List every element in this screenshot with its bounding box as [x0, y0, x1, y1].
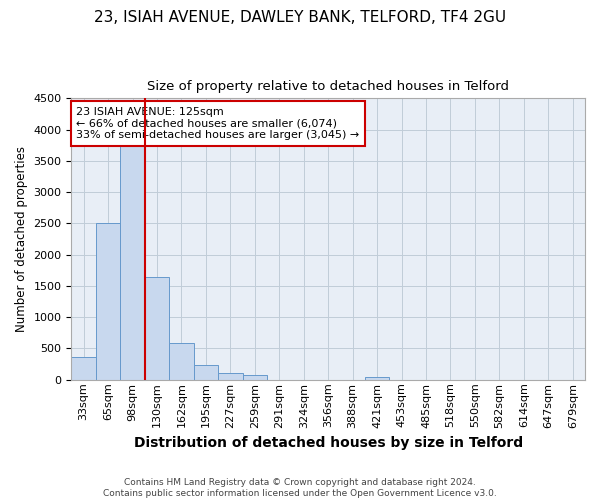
X-axis label: Distribution of detached houses by size in Telford: Distribution of detached houses by size … [134, 436, 523, 450]
Bar [121, 145, 145, 380]
Bar [218, 373, 242, 380]
Bar [242, 376, 267, 380]
Text: 23 ISIAH AVENUE: 125sqm
← 66% of detached houses are smaller (6,074)
33% of semi: 23 ISIAH AVENUE: 125sqm ← 66% of detache… [76, 107, 359, 140]
Text: 23, ISIAH AVENUE, DAWLEY BANK, TELFORD, TF4 2GU: 23, ISIAH AVENUE, DAWLEY BANK, TELFORD, … [94, 10, 506, 25]
Bar [145, 277, 169, 380]
Bar [169, 343, 194, 380]
Bar [96, 224, 121, 380]
Y-axis label: Number of detached properties: Number of detached properties [15, 146, 28, 332]
Bar [365, 376, 389, 380]
Bar [71, 356, 96, 380]
Title: Size of property relative to detached houses in Telford: Size of property relative to detached ho… [147, 80, 509, 93]
Bar [194, 366, 218, 380]
Text: Contains HM Land Registry data © Crown copyright and database right 2024.
Contai: Contains HM Land Registry data © Crown c… [103, 478, 497, 498]
